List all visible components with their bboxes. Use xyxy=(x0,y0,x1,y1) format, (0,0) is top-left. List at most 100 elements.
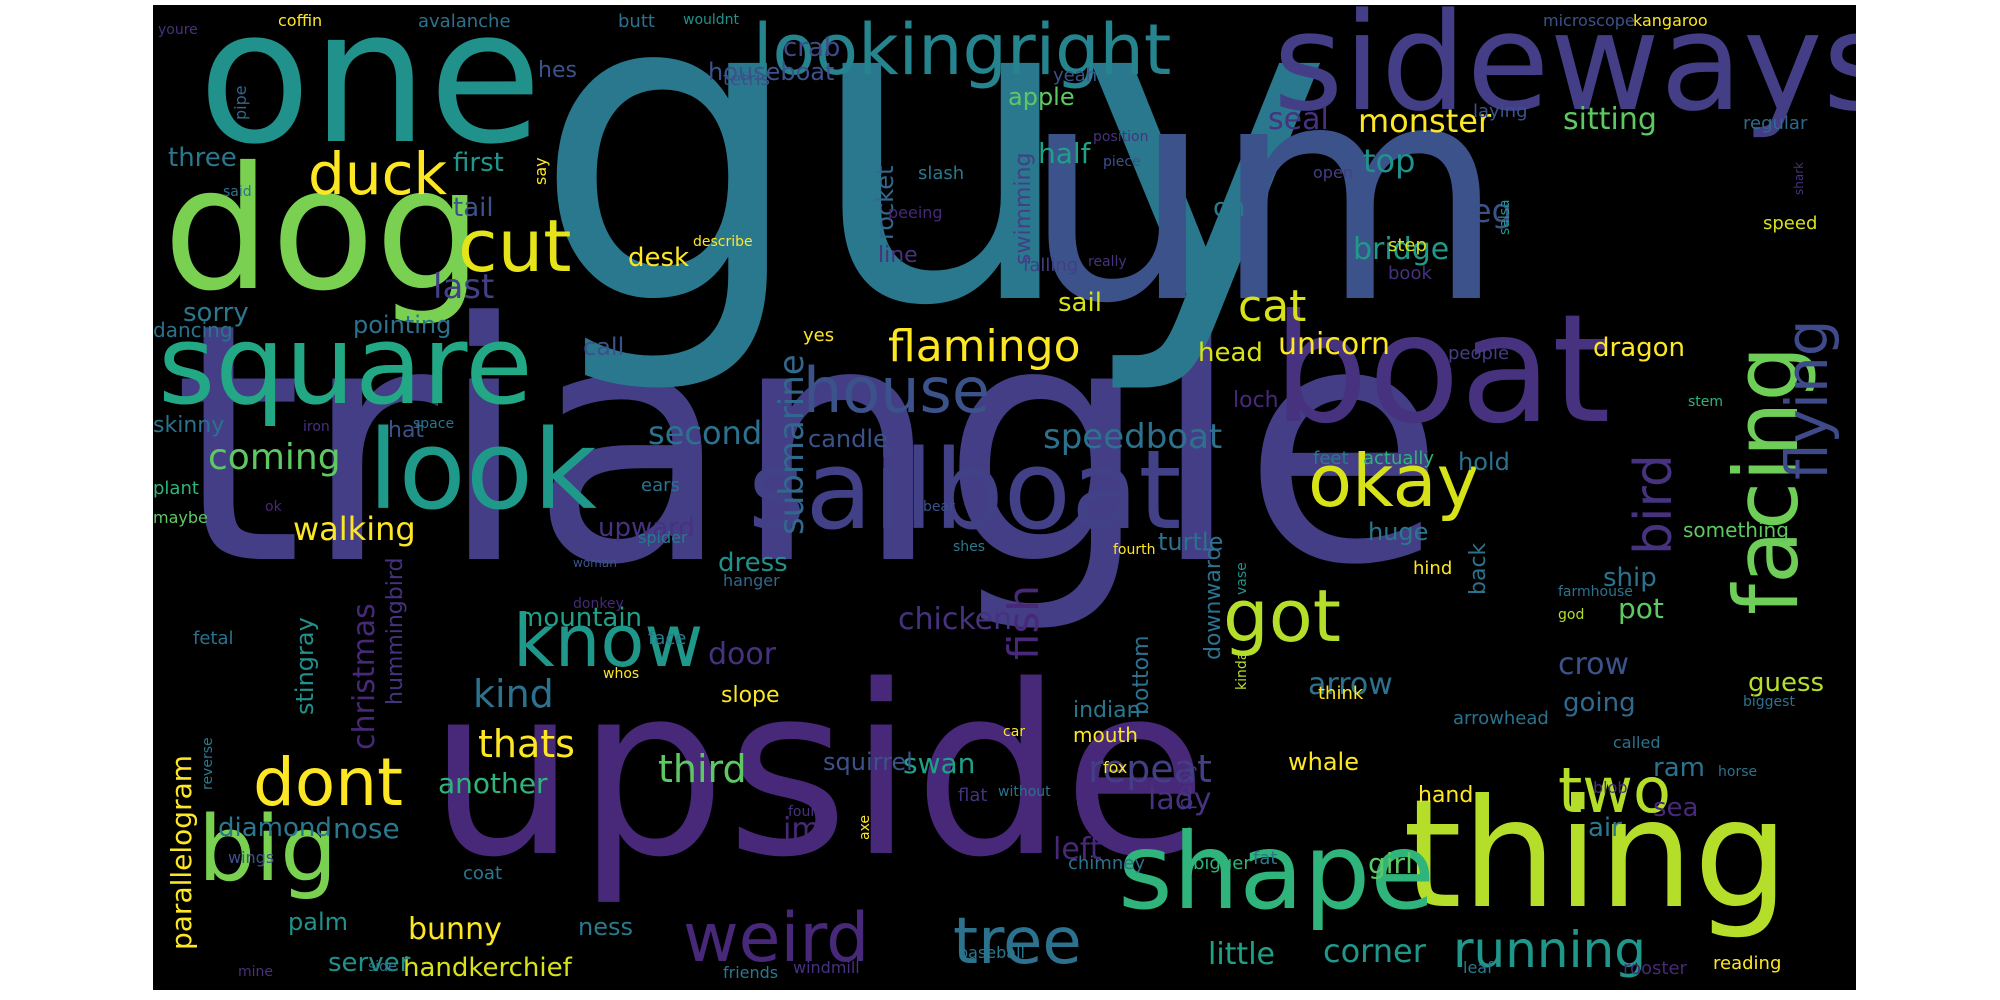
word: parallelogram xyxy=(165,754,198,950)
word: describe xyxy=(693,234,753,250)
word: whos xyxy=(603,666,640,682)
word: butt xyxy=(618,11,655,32)
word: okay xyxy=(1308,439,1480,523)
word: bird xyxy=(1624,454,1684,555)
word: shark xyxy=(1792,161,1806,195)
word: farmhouse xyxy=(1558,584,1633,600)
word: coming xyxy=(208,437,341,478)
word: left xyxy=(1053,832,1102,867)
word: sitting xyxy=(1563,102,1657,137)
word: mine xyxy=(238,964,274,980)
word: house xyxy=(803,354,990,427)
word: lookingright xyxy=(753,9,1172,91)
word: know xyxy=(513,599,704,683)
word: vase xyxy=(1234,562,1250,595)
word: submarine xyxy=(772,354,812,535)
word: actually xyxy=(1363,448,1435,469)
word: leg xyxy=(1463,192,1512,230)
word: triangle xyxy=(173,253,1446,637)
word: palm xyxy=(288,908,348,936)
word: position xyxy=(1093,129,1149,145)
word: hes xyxy=(538,58,577,83)
word: stingray xyxy=(291,617,319,715)
word: running xyxy=(1453,921,1646,979)
word: another xyxy=(438,767,548,800)
word: candle xyxy=(808,425,888,453)
word: hanger xyxy=(723,571,780,590)
word: tail xyxy=(453,193,494,223)
word: hand xyxy=(1418,783,1474,808)
word: face xyxy=(648,628,687,649)
word: little xyxy=(1208,937,1275,972)
word: server xyxy=(328,948,411,978)
word: crab xyxy=(783,33,841,63)
word: ears xyxy=(641,475,680,496)
word: wings xyxy=(228,848,275,867)
word: half xyxy=(1038,137,1091,170)
word: sorry xyxy=(183,298,249,328)
word: microscope xyxy=(1543,11,1635,30)
word: donkey xyxy=(573,596,624,612)
word: peeing xyxy=(888,203,943,222)
word: going xyxy=(1563,688,1636,718)
word: coat xyxy=(463,863,502,884)
word: guess xyxy=(1748,668,1825,698)
word: corner xyxy=(1323,932,1426,970)
word: monster xyxy=(1358,102,1492,140)
word: flying xyxy=(1773,319,1841,480)
word: slash xyxy=(918,163,965,184)
word: kind xyxy=(473,672,554,716)
word: mouth xyxy=(1073,723,1138,747)
word: ness xyxy=(578,913,633,941)
word: spider xyxy=(638,528,688,547)
word: call xyxy=(583,333,625,361)
word: think xyxy=(1318,683,1364,704)
word: step xyxy=(1388,235,1427,256)
word: cut xyxy=(458,204,572,288)
word: um xyxy=(1023,20,1506,369)
word: weird xyxy=(683,899,870,978)
word: dont xyxy=(253,744,403,821)
word: apple xyxy=(1008,83,1075,111)
word: bear xyxy=(923,499,955,515)
word: really xyxy=(1088,254,1127,270)
word: hold xyxy=(1458,448,1510,476)
word: wouldnt xyxy=(683,12,740,28)
word: thats xyxy=(478,722,575,766)
word: houseboat xyxy=(708,58,835,86)
word: flamingo xyxy=(888,321,1081,372)
word: without xyxy=(998,784,1051,800)
word: friends xyxy=(723,963,779,982)
word: hummingbird xyxy=(383,557,408,705)
word: people xyxy=(1448,343,1510,364)
word: salsa xyxy=(1497,199,1513,235)
word: desk xyxy=(628,243,690,273)
word: speedboat xyxy=(1043,417,1223,457)
word: flat xyxy=(958,785,988,806)
word: last xyxy=(433,267,495,307)
word: bigger xyxy=(1193,853,1251,874)
word: third xyxy=(658,747,747,791)
word: shes xyxy=(953,539,986,555)
word: top xyxy=(1363,142,1416,180)
word: bridge xyxy=(1353,232,1450,267)
word: shape xyxy=(1118,811,1435,933)
word: unicorn xyxy=(1278,327,1391,362)
word: sailboat xyxy=(748,426,1182,554)
word: regular xyxy=(1743,113,1808,134)
word: huge xyxy=(1368,518,1429,546)
word: called xyxy=(1613,733,1661,752)
word: space xyxy=(413,416,455,432)
word: horse xyxy=(1718,764,1758,780)
word: loch xyxy=(1233,388,1279,413)
word: coffin xyxy=(278,11,323,30)
word: thing xyxy=(1403,768,1789,942)
word: book xyxy=(1388,263,1432,284)
word: falling xyxy=(1023,255,1079,276)
word: crow xyxy=(1558,647,1630,682)
word: one xyxy=(198,5,543,185)
word: handkerchief xyxy=(403,953,572,983)
word: pot xyxy=(1618,592,1664,625)
word: stem xyxy=(1688,394,1724,410)
word: open xyxy=(1313,163,1353,182)
